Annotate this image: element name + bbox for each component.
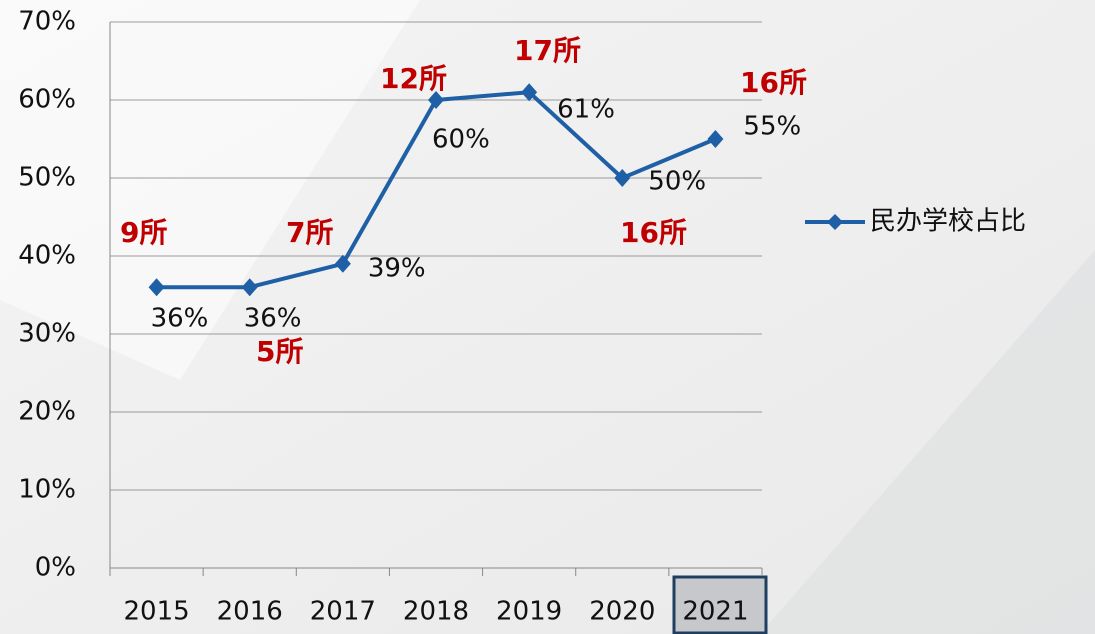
marker [521, 83, 538, 102]
x-tick-label: 2016 [217, 597, 283, 627]
y-tick-label: 0% [35, 553, 76, 583]
legend-label: 民办学校占比 [870, 207, 1026, 237]
x-tick-label: 2015 [123, 597, 189, 627]
annotation: 5所 [256, 335, 303, 368]
annotation: 9所 [120, 216, 167, 249]
y-tick-label: 20% [18, 397, 76, 427]
data-label: 36% [151, 304, 209, 334]
annotation: 16所 [620, 216, 687, 249]
marker [614, 169, 631, 187]
annotation: 7所 [286, 216, 333, 249]
marker [241, 278, 258, 297]
marker [148, 278, 165, 297]
y-tick-label: 10% [18, 475, 76, 505]
x-tick-label: 2019 [496, 597, 562, 627]
marker [707, 130, 724, 148]
data-label: 39% [368, 253, 426, 283]
x-tick-label: 2021 [682, 597, 748, 627]
annotation: 17所 [514, 34, 581, 67]
annotation: 12所 [380, 62, 447, 95]
y-tick-label: 70% [18, 7, 76, 37]
x-tick-label: 2020 [589, 597, 655, 627]
data-label: 36% [244, 304, 302, 334]
highlight-box [672, 575, 768, 634]
data-label: 55% [743, 112, 801, 142]
background-shape [0, 0, 420, 380]
legend-marker [827, 214, 843, 230]
background-shape [760, 250, 1095, 634]
data-label: 60% [432, 125, 490, 155]
marker [334, 254, 351, 273]
data-label: 50% [648, 167, 706, 197]
y-tick-label: 60% [18, 85, 76, 115]
y-tick-label: 30% [18, 319, 76, 349]
data-label: 61% [557, 95, 615, 125]
y-tick-label: 40% [18, 241, 76, 271]
annotation: 16所 [740, 66, 807, 99]
marker [428, 91, 444, 109]
x-tick-label: 2018 [403, 597, 469, 627]
y-tick-label: 50% [18, 163, 76, 193]
x-tick-label: 2017 [310, 597, 376, 627]
